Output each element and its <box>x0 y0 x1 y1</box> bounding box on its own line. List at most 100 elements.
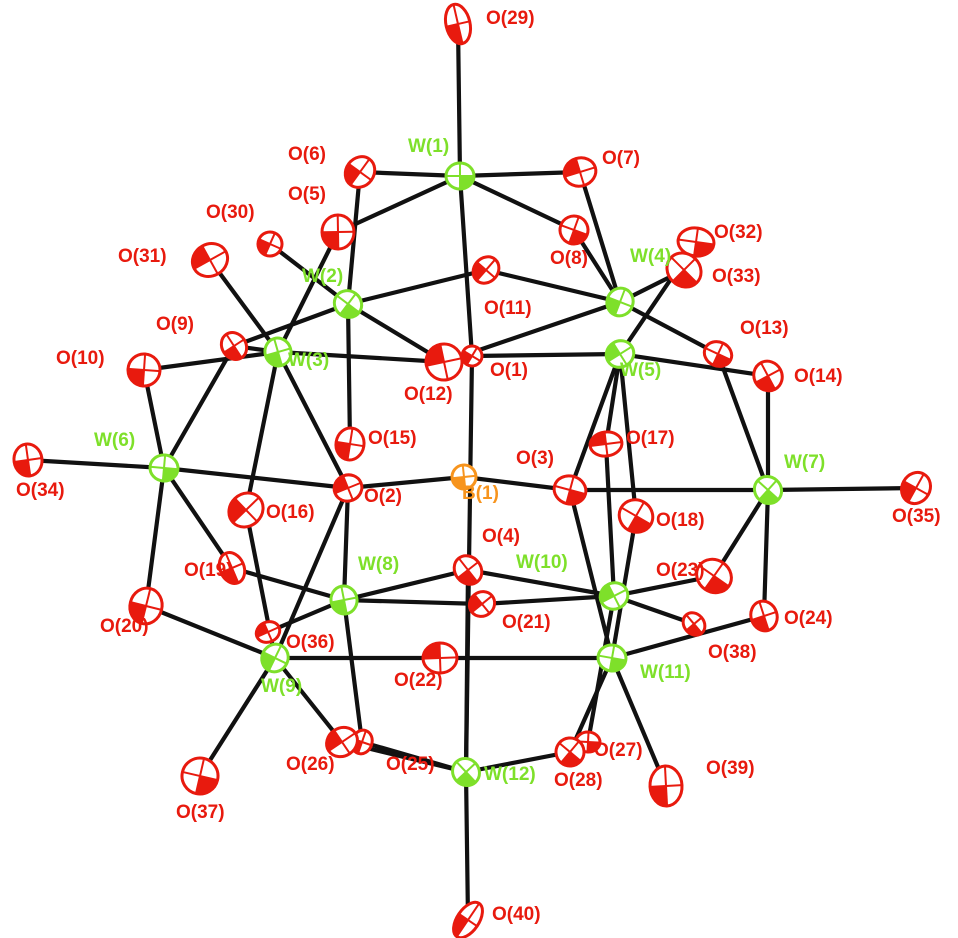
atom-label-o24: O(24) <box>784 608 833 629</box>
bond-w1-o6 <box>357 169 463 179</box>
atom-o21 <box>467 590 497 618</box>
bond-w5-o14 <box>617 351 771 379</box>
bond-w3-o5 <box>275 229 341 355</box>
atom-label-w7: W(7) <box>784 452 825 473</box>
atom-o8 <box>558 214 590 246</box>
bond-w1-o5 <box>335 173 463 235</box>
atom-label-o22: O(22) <box>394 670 443 691</box>
atom-label-o39: O(39) <box>706 758 755 779</box>
atom-label-o12: O(12) <box>404 384 453 405</box>
bond-w1-o8 <box>457 173 577 233</box>
label-layer: W(1) W(2) W(3) W(4) W(5) W(6) W(7) W(8) W(9) W(10… <box>16 8 941 925</box>
atom-label-o4: O(4) <box>482 526 520 547</box>
bond-w4-o7 <box>577 169 623 305</box>
atom-label-o14: O(14) <box>794 366 843 387</box>
atom-o38 <box>681 611 707 637</box>
bond-w10-o4 <box>465 567 617 599</box>
atom-o37 <box>180 756 220 796</box>
bond-w8-o21 <box>341 597 485 607</box>
atom-b1 <box>450 463 478 491</box>
atom-o40 <box>452 900 484 938</box>
bond-w2-o15 <box>345 301 353 447</box>
atom-label-w6: W(6) <box>94 430 135 451</box>
atom-o11 <box>471 255 501 285</box>
bond-w7-o24 <box>761 487 771 619</box>
atom-o15 <box>334 426 366 462</box>
atom-w8 <box>329 584 359 616</box>
atom-label-w2: W(2) <box>302 266 343 287</box>
atom-label-o33: O(33) <box>712 266 761 287</box>
atom-label-o6: O(6) <box>288 144 326 165</box>
atom-label-o36: O(36) <box>286 632 335 653</box>
atom-w4 <box>605 286 635 318</box>
atom-label-o20: O(20) <box>100 616 149 637</box>
atom-o29 <box>443 2 473 46</box>
atom-label-o34: O(34) <box>16 480 65 501</box>
atom-label-o2: O(2) <box>364 486 402 507</box>
atom-label-o7: O(7) <box>602 148 640 169</box>
atom-w7 <box>752 475 784 505</box>
atom-o4 <box>452 554 484 586</box>
bond-w1-o29 <box>455 21 463 179</box>
atom-o36 <box>254 620 282 644</box>
atom-label-w5: W(5) <box>620 360 661 381</box>
bond-w1-o1 <box>457 173 475 359</box>
atom-w12 <box>451 756 481 788</box>
bond-w1-o7 <box>457 169 583 179</box>
atom-label-o25: O(25) <box>386 754 435 775</box>
atom-label-o9: O(9) <box>156 314 194 335</box>
bond-w11-o3 <box>567 487 615 661</box>
atom-label-o38: O(38) <box>708 642 757 663</box>
atom-label-o19: O(19) <box>184 560 233 581</box>
atom-label-o23: O(23) <box>656 560 705 581</box>
atom-label-o15: O(15) <box>368 428 417 449</box>
bond-w6-o20 <box>143 465 167 609</box>
atom-o13 <box>702 340 734 368</box>
atom-w3 <box>263 336 293 368</box>
bond-w9-o37 <box>197 655 278 779</box>
atom-label-w12: W(12) <box>484 764 536 785</box>
atom-label-o10: O(10) <box>56 348 105 369</box>
bond-w8-o4 <box>341 567 471 603</box>
atom-label-o8: O(8) <box>550 248 588 269</box>
atom-o14 <box>752 359 784 393</box>
bond-w4-o13 <box>617 299 721 357</box>
atom-o32 <box>676 226 716 258</box>
bond-w3-o10 <box>141 349 281 373</box>
atom-o20 <box>128 586 164 626</box>
bond-w10-o27 <box>585 593 617 745</box>
atom-label-o32: O(32) <box>714 222 763 243</box>
bond-w10-o21 <box>479 593 617 607</box>
bond-w3-o2 <box>275 349 351 491</box>
bond-w8-o2 <box>341 485 351 603</box>
bond-w3-o31 <box>207 257 281 355</box>
atom-o18 <box>617 498 655 534</box>
atom-o34 <box>12 442 44 478</box>
bond-w11-o24 <box>609 613 767 661</box>
bond-w4-o11 <box>483 267 623 305</box>
atom-label-o31: O(31) <box>118 246 167 267</box>
bond-w6-o2 <box>161 465 351 491</box>
bond-w2-o30 <box>267 241 351 307</box>
atom-label-w3: W(3) <box>288 350 329 371</box>
bond-w7-o13 <box>715 351 771 493</box>
atom-o1 <box>460 344 484 368</box>
atom-o3 <box>552 474 588 506</box>
bond-w9-o20 <box>143 603 278 661</box>
atom-o2 <box>332 473 364 503</box>
atom-o28 <box>554 736 586 768</box>
atom-label-o30: O(30) <box>206 202 255 223</box>
atom-label-o11: O(11) <box>484 298 532 319</box>
bond-w3-o16 <box>243 349 281 513</box>
atom-o26 <box>325 725 359 759</box>
atom-label-o13: O(13) <box>740 318 789 339</box>
atom-o39 <box>648 764 684 808</box>
atom-label-o26: O(26) <box>286 754 335 775</box>
atom-o31 <box>190 242 230 278</box>
atom-label-w11: W(11) <box>640 662 691 683</box>
atom-label-w8: W(8) <box>358 554 399 575</box>
atom-label-o27: O(27) <box>594 740 643 761</box>
atom-layer <box>12 2 932 938</box>
atom-label-o1: O(1) <box>490 360 528 381</box>
